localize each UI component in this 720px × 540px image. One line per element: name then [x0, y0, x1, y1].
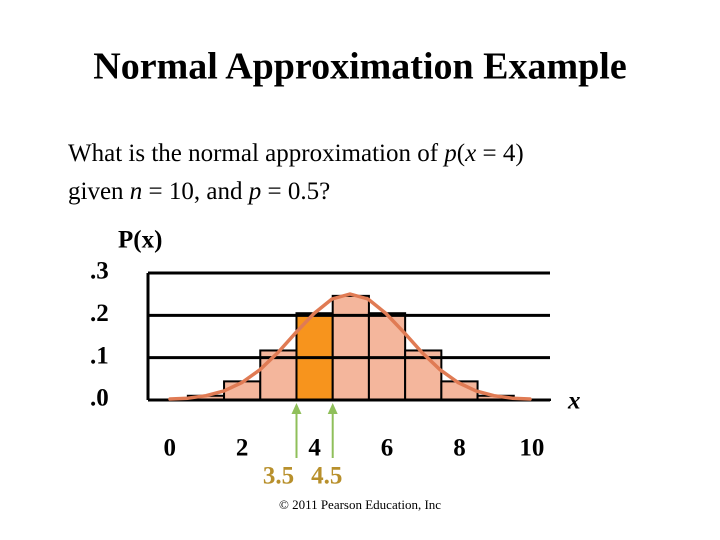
x-tick-label: 2: [236, 435, 249, 462]
plot: .0 .1 .2 .3 0 2 4 6 8 10: [90, 258, 552, 462]
question-text: p: [442, 140, 457, 167]
bar: [331, 294, 370, 401]
question-text: given: [68, 178, 130, 205]
x-tick-label: 4: [308, 435, 321, 462]
y-axis-label: P(x): [118, 227, 162, 254]
question-text: = 10, and: [142, 178, 248, 205]
question-text: = 0.5?: [261, 178, 330, 205]
y-tick-label: .2: [90, 300, 109, 327]
question-text: = 4): [476, 140, 523, 167]
question-text: n: [130, 178, 143, 205]
y-tick-label: .1: [90, 342, 109, 369]
y-tick-label: .3: [90, 258, 109, 285]
x-tick-label: 8: [453, 435, 466, 462]
x-axis-label: x: [567, 388, 581, 415]
arrow-head: [327, 403, 338, 414]
y-tick-label: .0: [90, 385, 109, 412]
x-tick-label: 10: [519, 435, 544, 462]
question-text: What is the normal approximation of: [68, 140, 444, 167]
arrow-head: [291, 403, 302, 414]
question-text: p: [247, 178, 262, 205]
question-line: given n = 10, and p = 0.5?: [68, 178, 330, 205]
annotations: 3.5 4.5: [263, 403, 342, 490]
question-line: What is the normal approximation of p(x …: [68, 140, 524, 167]
x-tick-label: 0: [163, 435, 176, 462]
question-text: (: [457, 140, 465, 167]
slide-title: Normal Approximation Example: [93, 46, 626, 88]
x-tick-label: 6: [381, 435, 394, 462]
boundary-label: 3.5: [263, 463, 294, 490]
footer: © 2011 Pearson Education, Inc: [279, 497, 441, 512]
normal-curve: [168, 292, 532, 401]
question-text: x: [464, 140, 476, 167]
boundary-label: 4.5: [311, 463, 342, 490]
